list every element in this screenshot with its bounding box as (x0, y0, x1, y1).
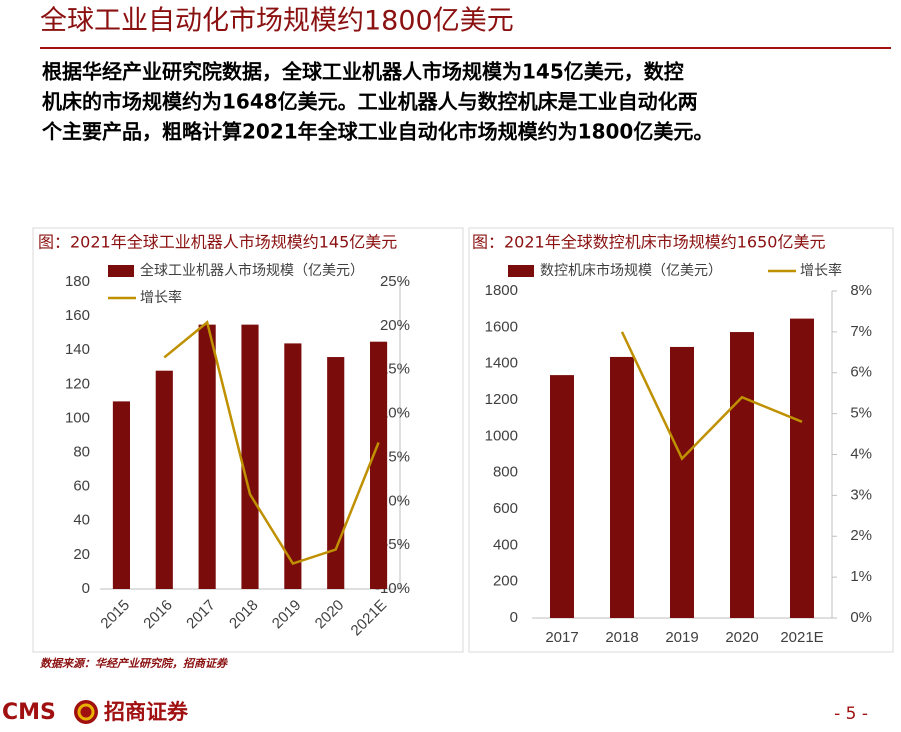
y2-tick-label: 0% (850, 609, 872, 626)
y-tick-label: 1600 (485, 318, 518, 335)
logo-icon (77, 703, 95, 721)
x-tick-label: 2017 (545, 629, 578, 646)
y-tick-label: 140 (65, 341, 90, 358)
legend-swatch (508, 265, 534, 277)
y-tick-label: 120 (65, 375, 90, 392)
page-number: - 5 - (834, 704, 868, 724)
legend-label: 全球工业机器人市场规模（亿美元） (140, 262, 364, 279)
chart-title: 图：2021年全球工业机器人市场规模约145亿美元 (38, 233, 397, 252)
y-tick-label: 100 (65, 409, 90, 426)
y-tick-label: 80 (73, 444, 90, 461)
bar (198, 324, 216, 589)
x-tick-label: 2018 (605, 629, 638, 646)
y2-tick-label: 20% (380, 317, 410, 334)
y-tick-label: 200 (493, 573, 518, 590)
bar (730, 332, 754, 618)
body-line: 机床的市场规模约为1648亿美元。工业机器人与数控机床是工业自动化两 (42, 90, 698, 114)
bar (284, 343, 302, 589)
logo-chinese: 招商证券 (104, 700, 189, 724)
y-tick-label: 1800 (485, 282, 518, 299)
x-tick-label: 2019 (665, 629, 698, 646)
bar (155, 370, 173, 589)
logo-latin: CMS (2, 700, 56, 725)
y-tick-label: 0 (82, 580, 90, 597)
y2-tick-label: 4% (850, 445, 872, 462)
chart-title: 图：2021年全球数控机床市场规模约1650亿美元 (472, 233, 825, 252)
bar (670, 346, 694, 618)
y2-tick-label: 0% (388, 492, 410, 509)
bar (550, 375, 574, 618)
bar (112, 401, 130, 589)
legend-label: 增长率 (140, 289, 182, 306)
source-note: 数据来源：华经产业研究院，招商证券 (40, 657, 228, 670)
bar (241, 324, 259, 589)
y-tick-label: 180 (65, 273, 90, 290)
y2-tick-label: 7% (850, 323, 872, 340)
x-tick-label: 2020 (725, 629, 758, 646)
y-tick-label: 60 (73, 478, 90, 495)
y2-tick-label: 3% (850, 486, 872, 503)
y2-tick-label: 1% (850, 568, 872, 585)
bar (610, 356, 634, 618)
y-tick-label: 400 (493, 536, 518, 553)
y-tick-label: 600 (493, 500, 518, 517)
y2-tick-label: 5% (850, 405, 872, 422)
y-tick-label: 1200 (485, 391, 518, 408)
y-tick-label: 0 (510, 609, 518, 626)
slide-title: 全球工业自动化市场规模约1800亿美元 (40, 6, 514, 37)
bar (327, 357, 345, 589)
x-tick-label: 2021E (780, 629, 823, 646)
legend-swatch (108, 265, 134, 277)
y2-tick-label: 5% (388, 448, 410, 465)
y-tick-label: 1400 (485, 355, 518, 372)
y2-tick-label: 25% (380, 273, 410, 290)
body-line: 个主要产品，粗略计算2021年全球工业自动化市场规模约为1800亿美元。 (41, 120, 713, 144)
y2-tick-label: 10% (380, 405, 410, 422)
y2-tick-label: 8% (850, 282, 872, 299)
y2-tick-label: 15% (380, 361, 410, 378)
y-tick-label: 800 (493, 464, 518, 481)
y-tick-label: 1000 (485, 427, 518, 444)
legend-label: 数控机床市场规模（亿美元） (540, 262, 722, 279)
growth-line (163, 320, 380, 566)
y2-tick-label: -5% (383, 536, 410, 553)
body-line: 根据华经产业研究院数据，全球工业机器人市场规模为145亿美元，数控 (42, 60, 684, 84)
y-tick-label: 160 (65, 307, 90, 324)
bar (370, 341, 388, 589)
y-tick-label: 40 (73, 512, 90, 529)
bar (790, 318, 814, 618)
legend-label: 增长率 (800, 262, 842, 279)
y-tick-label: 20 (73, 546, 90, 563)
y2-tick-label: 2% (850, 527, 872, 544)
growth-line (620, 331, 803, 461)
y2-tick-label: 6% (850, 364, 872, 381)
